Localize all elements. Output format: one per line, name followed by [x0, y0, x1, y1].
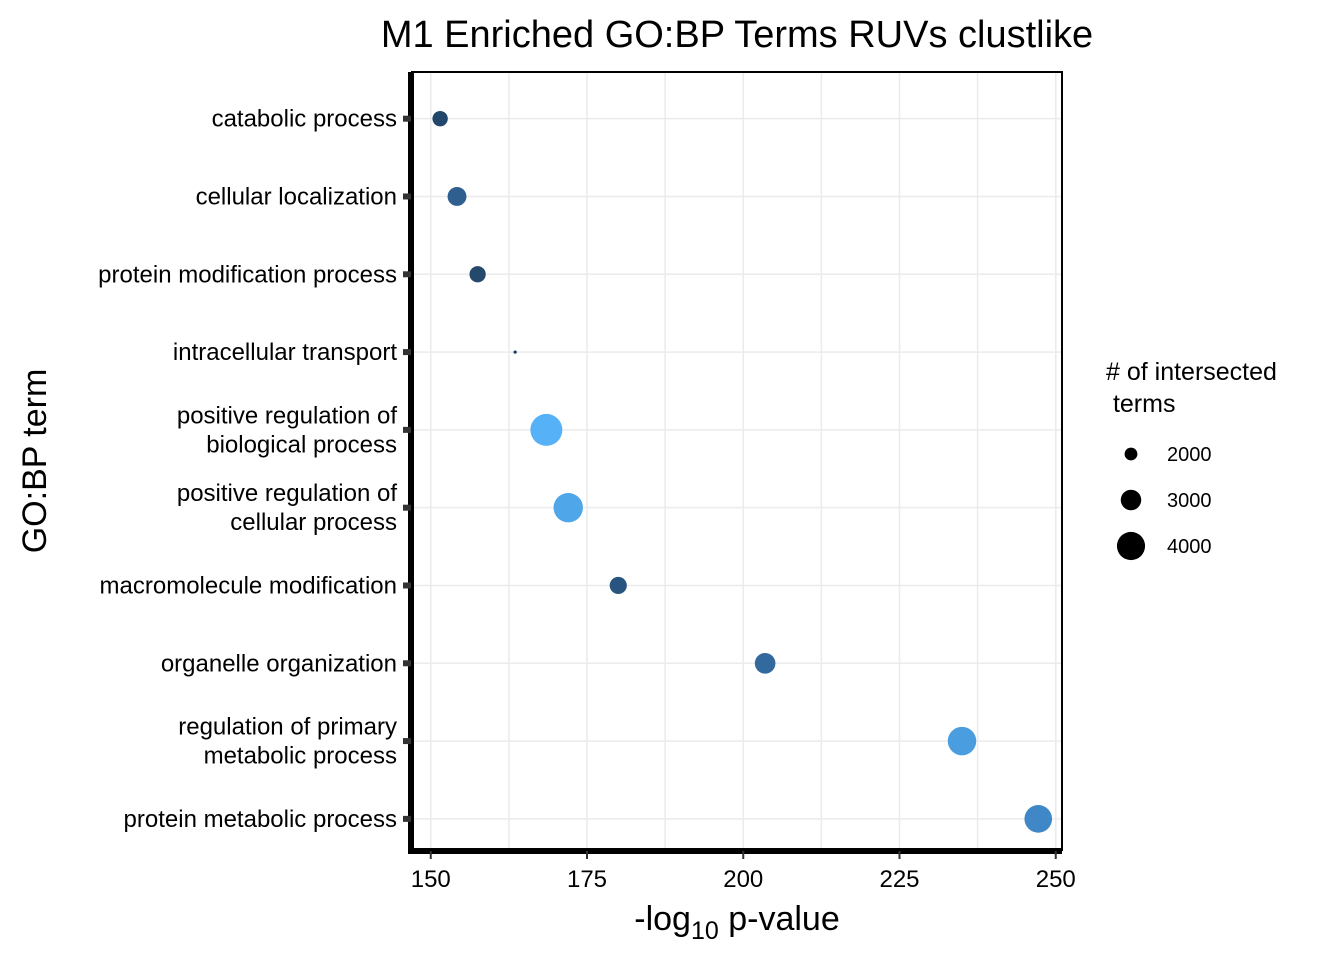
y-axis-ticks: catabolic process cellular localization pr… — [98, 106, 411, 833]
data-point — [609, 576, 627, 595]
y-axis-title: GO:BP term — [16, 369, 54, 554]
y-tick-label: positive regulation of biological process — [177, 402, 397, 458]
y-tick-label: macromolecule modification — [100, 572, 397, 599]
legend-items: 2000 3000 4000 — [1116, 444, 1212, 561]
legend-label: 3000 — [1167, 490, 1212, 512]
y-tick-label: organelle organization — [161, 650, 397, 677]
data-point — [1024, 805, 1053, 833]
data-point — [553, 492, 583, 523]
legend-label: 4000 — [1167, 536, 1212, 558]
y-tick-label: protein metabolic process — [124, 806, 397, 833]
y-tick-label: protein modification process — [98, 261, 397, 288]
legend-label: 2000 — [1167, 444, 1212, 466]
data-point — [469, 266, 486, 283]
chart-title: M1 Enriched GO:BP Terms RUVs clustlike — [381, 14, 1093, 56]
x-tick-label: 200 — [723, 866, 763, 893]
data-point — [947, 726, 977, 756]
data-point — [754, 652, 776, 674]
data-point — [432, 110, 448, 127]
data-point — [530, 413, 563, 446]
x-tick-label: 225 — [879, 866, 919, 893]
y-tick-label: catabolic process — [212, 106, 397, 133]
y-tick-label: positive regulation of cellular process — [177, 480, 397, 536]
y-tick-label: intracellular transport — [173, 339, 397, 366]
data-point — [513, 350, 517, 354]
legend-title: # of intersected terms — [1106, 358, 1277, 418]
x-axis-ticks: 150 175 200 225 250 — [411, 851, 1076, 893]
y-tick-label: regulation of primary metabolic process — [178, 714, 397, 770]
x-tick-label: 175 — [567, 866, 607, 893]
size-legend: # of intersected terms 2000 3000 4000 — [1106, 358, 1277, 561]
legend-key — [1124, 447, 1138, 461]
legend-key — [1116, 531, 1146, 561]
legend-key — [1120, 489, 1142, 511]
data-points — [432, 110, 1053, 833]
grid — [412, 72, 1062, 850]
x-axis-title: -log10 p-value — [634, 900, 839, 945]
data-point — [447, 187, 467, 206]
x-tick-label: 250 — [1036, 866, 1076, 893]
x-tick-label: 150 — [411, 866, 451, 893]
y-tick-label: cellular localization — [196, 183, 397, 210]
